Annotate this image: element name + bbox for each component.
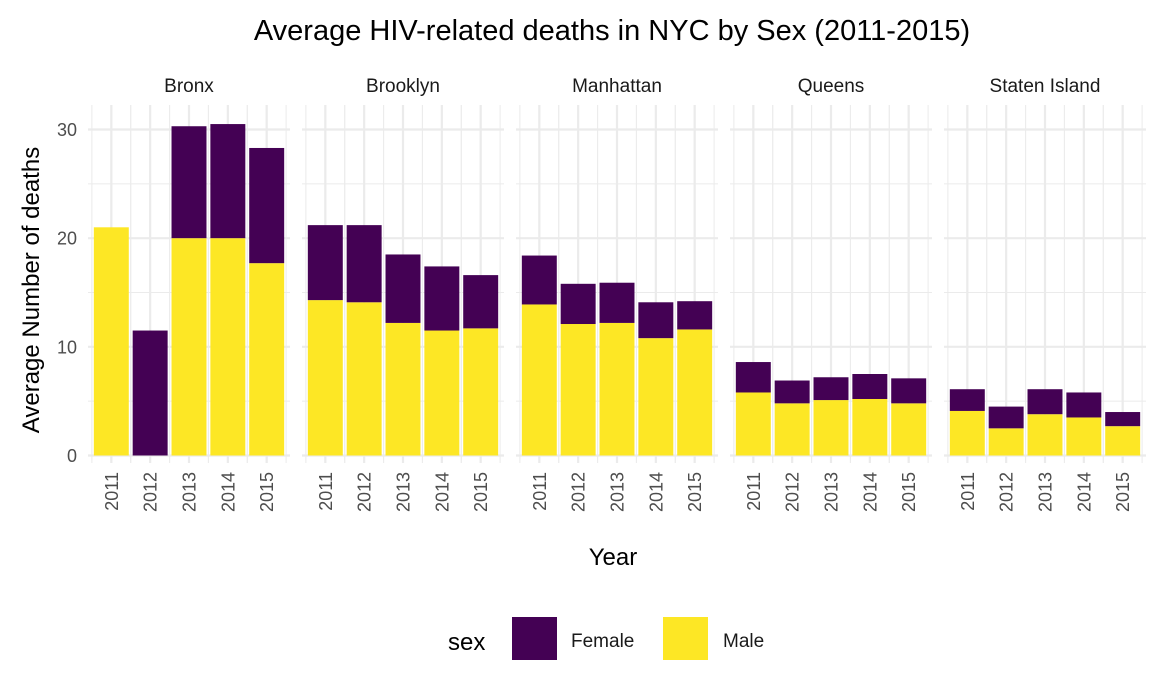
legend-swatch-male [663,617,708,660]
bar-bronx-2013-male [171,238,207,456]
facet-label: Queens [798,76,865,97]
bar-staten-island-2011-male [949,410,985,456]
x-tick-label: 2012 [783,472,803,512]
x-tick-label: 2011 [102,472,122,511]
bar-staten-island-2012-female [988,406,1024,429]
x-tick-label: 2014 [432,472,452,512]
bar-queens-2012-male [774,403,810,456]
facet-panels: Bronx 2011 2012 2013 2014 2015 Brooklyn 2011 201… [88,76,1146,512]
y-tick-label: 10 [57,337,77,357]
bar-queens-2014-female [852,374,888,399]
bar-bronx-2012-female [132,330,168,456]
x-tick-label: 2011 [530,472,550,511]
facet-label: Brooklyn [366,76,440,97]
chart-title: Average HIV-related deaths in NYC by Sex… [254,15,970,47]
bar-brooklyn-2013-female [385,254,421,323]
legend-swatch-female [512,617,557,660]
legend-label-female: Female [571,631,634,652]
bar-manhattan-2015-male [677,329,713,456]
bar-bronx-2014-male [210,238,246,456]
bar-manhattan-2012-male [560,324,596,456]
legend-label-male: Male [723,631,764,652]
bar-staten-island-2014-male [1066,417,1102,456]
bar-bronx-2014-female [210,124,246,239]
x-tick-label: 2015 [471,472,491,512]
bar-manhattan-2013-male [599,322,635,456]
x-tick-label: 2014 [860,472,880,512]
x-tick-label: 2011 [958,472,978,511]
legend-title: sex [448,629,485,656]
x-tick-label: 2013 [822,472,842,512]
x-tick-label: 2015 [257,472,277,512]
bar-queens-2015-male [891,403,927,456]
bar-manhattan-2011-male [521,304,557,456]
y-axis-ticks: 0 10 20 30 [57,120,77,466]
x-tick-label: 2013 [608,472,628,512]
x-tick-label: 2015 [1113,472,1133,512]
x-tick-label: 2015 [899,472,919,512]
bar-manhattan-2015-female [677,301,713,330]
bar-brooklyn-2011-female [307,225,343,301]
bar-staten-island-2012-male [988,428,1024,456]
bar-staten-island-2011-female [949,389,985,411]
x-axis-title: Year [589,544,638,571]
bar-staten-island-2013-female [1027,389,1063,415]
facet-label: Staten Island [990,76,1101,97]
bar-queens-2013-female [813,377,849,401]
facet-panel-manhattan: Manhattan 2011 2012 2013 2014 2015 [516,76,718,512]
bar-manhattan-2013-female [599,282,635,323]
bar-brooklyn-2015-female [463,275,499,329]
bar-brooklyn-2012-male [346,302,382,456]
x-tick-label: 2012 [569,472,589,512]
x-tick-label: 2015 [685,472,705,512]
bar-staten-island-2014-female [1066,392,1102,418]
y-axis-title: Average Number of deaths [18,147,45,433]
bar-manhattan-2014-female [638,302,674,339]
facet-panel-staten-island: Staten Island 2011 2012 2013 2014 2015 [944,76,1146,512]
bar-brooklyn-2013-male [385,322,421,456]
y-tick-label: 20 [57,229,77,249]
facet-label: Bronx [164,76,214,97]
facet-panel-brooklyn: Brooklyn 2011 2012 2013 2014 2015 [302,76,504,512]
y-tick-label: 0 [67,446,77,466]
x-tick-label: 2012 [355,472,375,512]
x-tick-label: 2012 [997,472,1017,512]
bar-bronx-2015-male [249,263,285,456]
bar-manhattan-2014-male [638,338,674,456]
bar-brooklyn-2011-male [307,300,343,456]
x-tick-label: 2014 [1074,472,1094,512]
bar-brooklyn-2015-male [463,328,499,456]
bar-bronx-2013-female [171,126,207,239]
x-tick-label: 2012 [141,472,161,512]
bar-queens-2013-male [813,400,849,456]
facet-label: Manhattan [572,76,662,97]
x-tick-label: 2013 [1036,472,1056,512]
bar-queens-2015-female [891,378,927,404]
facet-panel-queens: Queens 2011 2012 2013 2014 2015 [730,76,932,512]
bar-queens-2011-female [735,362,771,393]
y-tick-label: 30 [57,120,77,140]
facet-panel-bronx: Bronx 2011 2012 2013 2014 2015 [88,76,290,512]
bar-queens-2014-male [852,398,888,456]
bar-brooklyn-2012-female [346,225,382,303]
x-tick-label: 2011 [744,472,764,511]
x-tick-label: 2014 [218,472,238,512]
bar-brooklyn-2014-male [424,330,460,456]
bar-bronx-2015-female [249,147,285,264]
x-tick-label: 2011 [316,472,336,511]
bar-staten-island-2013-male [1027,414,1063,456]
bar-staten-island-2015-female [1105,412,1141,427]
bar-manhattan-2011-female [521,255,557,305]
x-tick-label: 2014 [646,472,666,512]
x-tick-label: 2013 [394,472,414,512]
x-tick-label: 2013 [180,472,200,512]
bar-manhattan-2012-female [560,283,596,325]
bar-staten-island-2015-male [1105,426,1141,456]
bar-queens-2011-male [735,392,771,456]
bar-queens-2012-female [774,380,810,404]
bar-brooklyn-2014-female [424,266,460,331]
legend: sex Female Male [448,617,764,660]
bar-bronx-2011-male [93,227,129,456]
